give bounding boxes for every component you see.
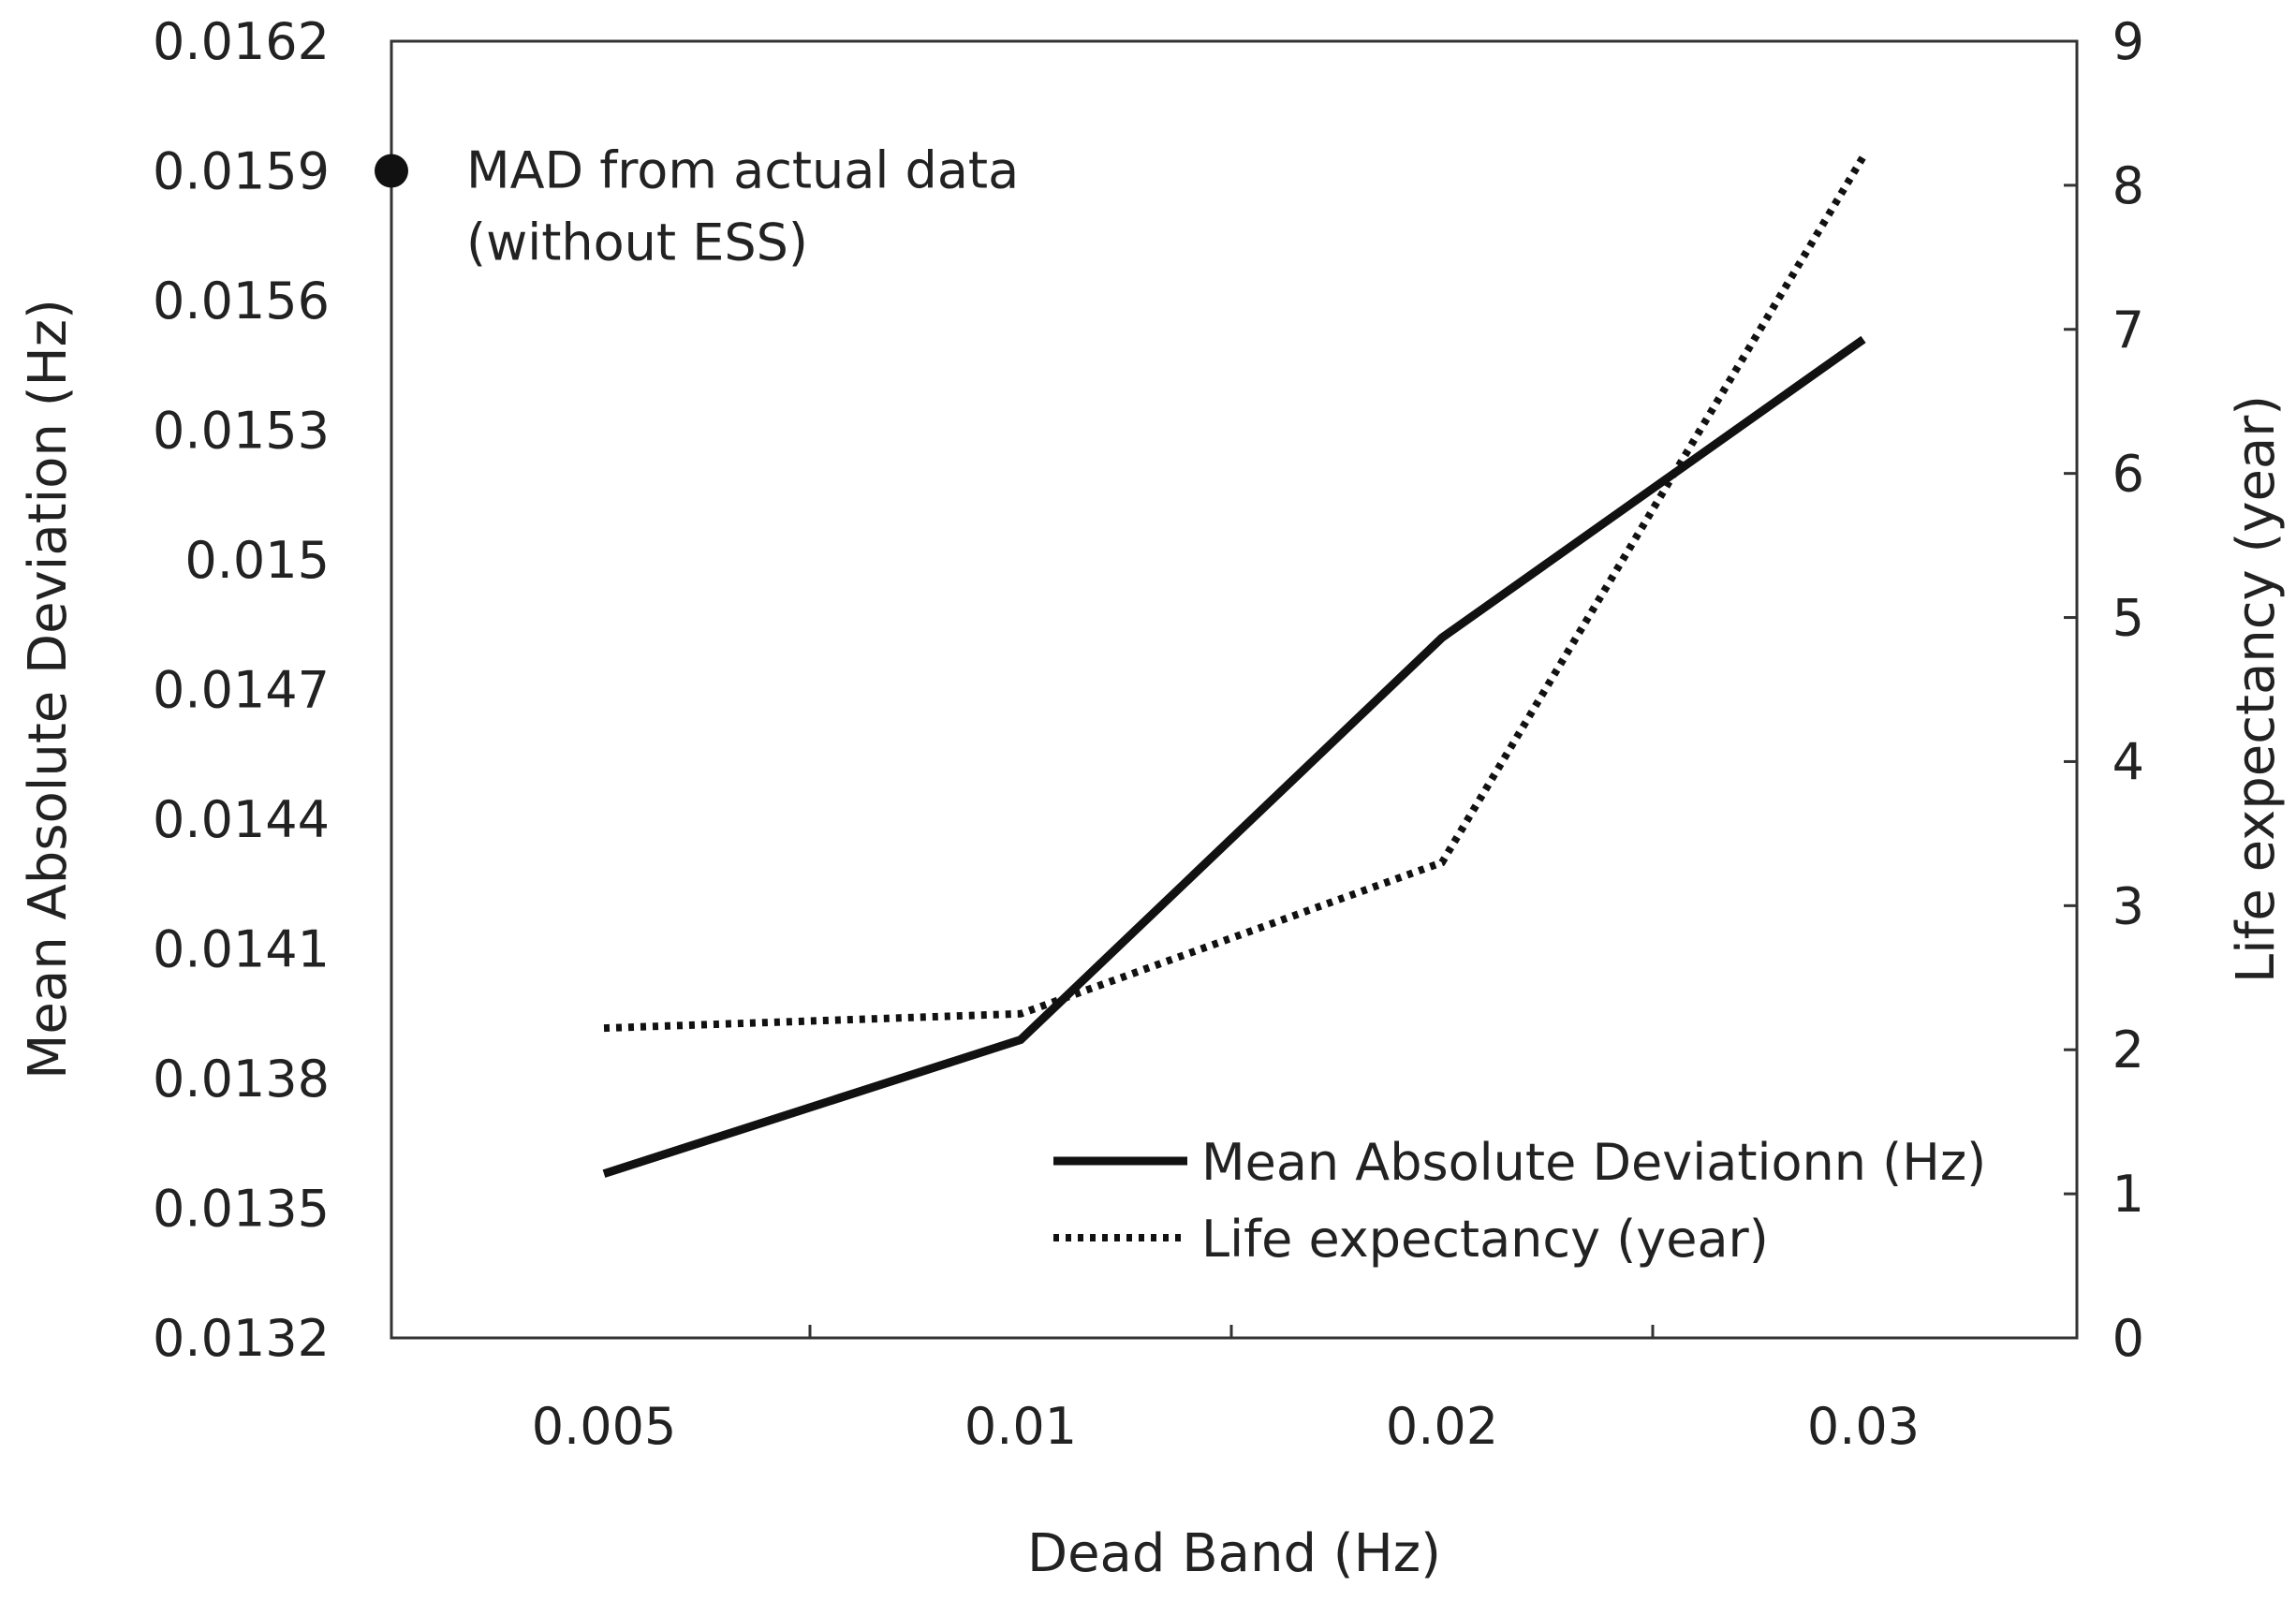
y-left-tick-label: 0.0147 [153,661,330,720]
x-ticks: 0.005 0.01 0.02 0.03 [532,1325,1920,1456]
mad-actual-marker [375,154,408,188]
y-right-tick-label: 3 [2112,876,2144,935]
annotation-line-1: MAD from actual data [466,141,1019,200]
x-tick-label: 0.03 [1807,1397,1920,1456]
series-layer [602,154,1867,1178]
series-mad-line [602,335,1866,1178]
y-right-tick-label: 5 [2112,589,2144,648]
y-left-tick-label: 0.0138 [153,1050,330,1109]
y-left-tick-label: 0.0156 [153,272,330,330]
y-right-tick-label: 9 [2112,12,2144,71]
y-right-tick-label: 8 [2112,156,2144,215]
annotation-layer: MAD from actual data (without ESS) [375,141,1019,272]
y-left-tick-label: 0.0132 [153,1309,330,1368]
legend: Mean Absolute Deviationn (Hz) Life expec… [1053,1133,1986,1269]
y-right-ticks: 0 1 2 3 4 5 6 7 8 9 [2064,12,2144,1368]
series-life-expectancy-line [603,154,1867,1033]
y-left-tick-label: 0.0159 [153,142,330,201]
y-left-tick-label: 0.0144 [153,790,330,849]
y-right-tick-label: 0 [2112,1309,2144,1368]
x-axis-title: Dead Band (Hz) [1027,1523,1441,1584]
legend-label-life: Life expectancy (year) [1201,1210,1769,1269]
y-right-tick-label: 6 [2112,445,2144,504]
y-right-tick-label: 4 [2112,732,2144,791]
y-left-tick-label: 0.015 [184,531,330,590]
y-right-tick-label: 7 [2112,301,2144,360]
y-left-tick-label: 0.0135 [153,1180,330,1239]
x-tick-label: 0.01 [964,1397,1077,1456]
annotation-line-2: (without ESS) [466,213,808,272]
x-tick-label: 0.005 [532,1397,677,1456]
y-right-tick-label: 2 [2112,1021,2144,1080]
y-axis-title-right: Life expectancy (year) [2226,395,2287,983]
legend-label-mad: Mean Absolute Deviationn (Hz) [1201,1133,1986,1192]
y-left-ticks: 0.0132 0.0135 0.0138 0.0141 0.0144 0.0147 0.01… [153,12,330,1368]
y-left-tick-label: 0.0141 [153,920,330,979]
x-tick-label: 0.02 [1386,1397,1498,1456]
y-right-tick-label: 1 [2112,1165,2144,1224]
y-left-tick-label: 0.0153 [153,402,330,461]
plot-frame [390,39,2079,1340]
y-axis-title-left: Mean Absolute Deviation (Hz) [18,299,79,1080]
y-left-tick-label: 0.0162 [153,12,330,71]
